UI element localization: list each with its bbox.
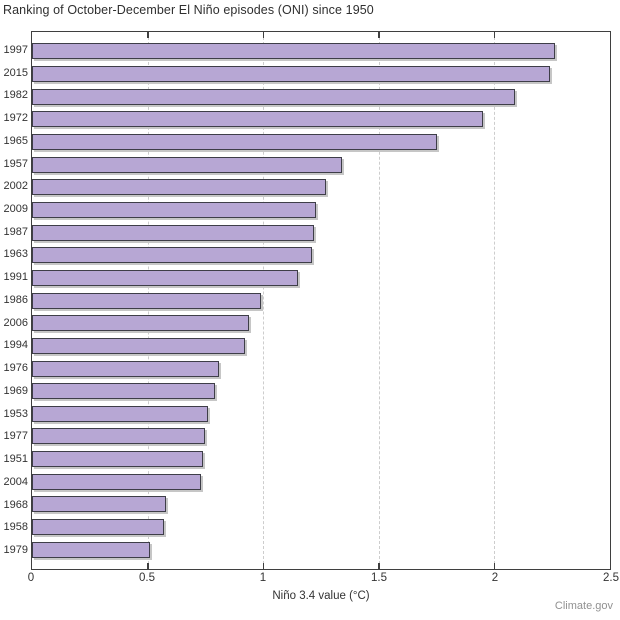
- x-axis-tick-label: 1: [259, 572, 267, 584]
- y-axis-label: 2009: [3, 203, 28, 215]
- bar-1991: [32, 269, 298, 286]
- y-axis-labels: 1997 2015 1982 1972 1965 1957 2002 2009 1987 1963…: [0, 31, 28, 570]
- bar-1986: [32, 292, 261, 309]
- gridline: [378, 32, 380, 569]
- bar-1979: [32, 541, 150, 558]
- bar-row: [32, 425, 610, 448]
- climate-gov-watermark: Climate.gov: [554, 600, 613, 612]
- bar-row: [32, 493, 610, 516]
- axis-tick: [493, 563, 496, 569]
- bar-2009: [32, 201, 317, 218]
- y-axis-label: 1979: [3, 544, 28, 557]
- bar-row: [32, 335, 610, 358]
- axis-tick: [147, 32, 149, 38]
- bar-1977: [32, 428, 206, 445]
- y-axis-label: 1991: [3, 271, 28, 284]
- bar-row: [32, 267, 610, 290]
- y-axis-label: 1951: [3, 453, 28, 466]
- y-axis-label: 1969: [3, 384, 28, 397]
- bar-1994: [32, 337, 245, 354]
- bar-row: [32, 221, 610, 244]
- x-axis-tick-label: 0: [27, 572, 35, 584]
- x-axis-tick-label: 0.5: [139, 572, 155, 584]
- y-axis-label: 1963: [3, 248, 28, 261]
- y-axis-label: 1982: [3, 89, 28, 102]
- bar-1963: [32, 247, 312, 264]
- y-axis-label: 1976: [3, 362, 28, 375]
- y-axis-label: 1977: [3, 430, 28, 443]
- bar-row: [32, 108, 610, 131]
- y-axis-label: 1965: [3, 134, 28, 147]
- bar-1969: [32, 383, 215, 400]
- bar-row: [32, 176, 610, 199]
- plot-area: [31, 31, 611, 570]
- axis-tick: [493, 32, 496, 38]
- axis-tick: [378, 563, 380, 569]
- x-axis-title: Niño 3.4 value (°C): [272, 590, 370, 602]
- bar-1972: [32, 111, 483, 128]
- bar-1958: [32, 519, 164, 536]
- bar-2006: [32, 315, 250, 332]
- y-axis-label: 2015: [3, 66, 28, 79]
- y-axis-label: 1987: [3, 225, 28, 238]
- bar-2004: [32, 473, 201, 490]
- y-axis-label: 1953: [3, 407, 28, 420]
- bar-1982: [32, 88, 516, 105]
- bar-row: [32, 244, 610, 267]
- y-axis-label: 2002: [3, 180, 28, 193]
- bar-row: [32, 131, 610, 154]
- x-axis-tick-label: 2: [491, 572, 499, 584]
- y-axis-label: 1968: [3, 498, 28, 511]
- bar-row: [32, 312, 610, 335]
- y-axis-label: 2006: [3, 316, 28, 329]
- y-axis-label: 1986: [3, 293, 28, 306]
- bar-2015: [32, 65, 550, 82]
- bar-row: [32, 153, 610, 176]
- bar-1957: [32, 156, 342, 173]
- axis-tick: [378, 32, 380, 38]
- bar-1965: [32, 133, 437, 150]
- bar-row: [32, 380, 610, 403]
- gridline: [263, 32, 265, 569]
- y-axis-label: 2004: [3, 475, 28, 488]
- bar-row: [32, 63, 610, 86]
- bar-row: [32, 470, 610, 493]
- bar-rows: [32, 32, 610, 569]
- bar-1953: [32, 405, 208, 422]
- bar-1951: [32, 451, 204, 468]
- axis-tick: [262, 563, 265, 569]
- y-axis-label: 1972: [3, 112, 28, 125]
- y-axis-label: 1958: [3, 521, 28, 534]
- bar-row: [32, 199, 610, 222]
- bar-row: [32, 516, 610, 539]
- bar-row: [32, 357, 610, 380]
- bar-1968: [32, 496, 167, 513]
- y-axis-label: 1957: [3, 157, 28, 170]
- bar-row: [32, 289, 610, 312]
- gridline: [494, 32, 496, 569]
- bar-row: [32, 448, 610, 471]
- bar-row: [32, 403, 610, 426]
- bar-row: [32, 538, 610, 561]
- bar-1976: [32, 360, 220, 377]
- axis-tick: [147, 563, 149, 569]
- axis-tick: [262, 32, 265, 38]
- bar-row: [32, 40, 610, 63]
- x-axis-tick-labels: 0 0.5 1 1.5 2 2.5: [27, 572, 619, 587]
- chart-title: Ranking of October-December El Niño epis…: [3, 3, 374, 17]
- x-axis-tick-label: 2.5: [603, 572, 619, 584]
- bar-row: [32, 85, 610, 108]
- bar-1997: [32, 43, 555, 60]
- y-axis-label: 1994: [3, 339, 28, 352]
- bar-2002: [32, 179, 326, 196]
- x-axis-tick-label: 1.5: [371, 572, 387, 584]
- bar-1987: [32, 224, 315, 241]
- y-axis-label: 1997: [3, 43, 28, 56]
